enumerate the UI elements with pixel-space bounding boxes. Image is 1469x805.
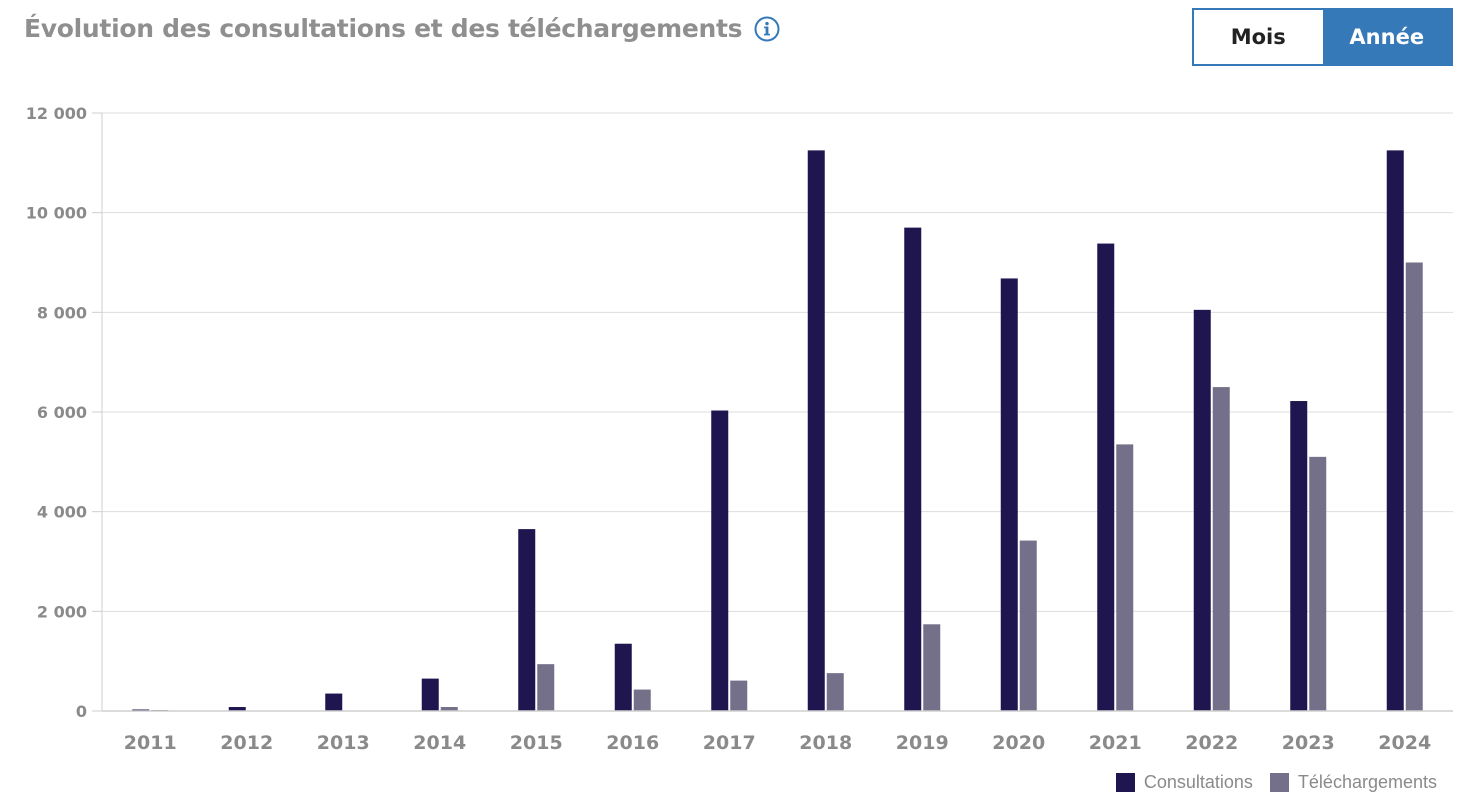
y-tick-label: 2 000 — [37, 602, 87, 621]
legend-swatch-consultations — [1115, 773, 1135, 792]
x-tick-label: 2018 — [799, 732, 852, 754]
grid-lines — [102, 112, 1453, 612]
bar-consultations-2024 — [1386, 150, 1404, 711]
bar-consultations-2015 — [518, 529, 536, 711]
y-tick-label: 4 000 — [37, 503, 87, 522]
x-tick-label: 2012 — [220, 732, 273, 754]
x-tick-label: 2023 — [1282, 732, 1335, 754]
x-tick-label: 2011 — [124, 732, 177, 754]
y-tick-label: 12 000 — [26, 104, 87, 123]
bar-telechargements-2014 — [440, 707, 458, 711]
month-button[interactable]: Mois — [1194, 10, 1323, 64]
x-tick-label: 2022 — [1185, 732, 1238, 754]
bar-consultations-2016 — [614, 643, 632, 711]
bar-telechargements-2023 — [1309, 456, 1327, 711]
year-button[interactable]: Année — [1322, 10, 1451, 64]
bar-consultations-2019 — [904, 227, 922, 711]
info-icon[interactable] — [754, 16, 780, 42]
bar-consultations-2020 — [1000, 278, 1018, 711]
y-tick-label: 8 000 — [37, 303, 87, 322]
bar-telechargements-2018 — [826, 673, 844, 711]
bar-consultations-2014 — [421, 678, 439, 711]
bar-consultations-2017 — [711, 410, 729, 711]
bar-telechargements-2017 — [730, 680, 748, 711]
bar-telechargements-2021 — [1116, 444, 1134, 711]
legend-item-telechargements[interactable]: Téléchargements — [1269, 772, 1437, 793]
x-tick-label: 2019 — [896, 732, 949, 754]
chart-header: Évolution des consultations et des téléc… — [24, 14, 780, 43]
x-tick-label: 2015 — [510, 732, 563, 754]
y-tick-label: 10 000 — [26, 204, 87, 223]
chart-title: Évolution des consultations et des téléc… — [24, 14, 743, 43]
period-toggle: Mois Année — [1192, 8, 1453, 66]
legend-label-consultations: Consultations — [1143, 772, 1253, 792]
bar-telechargements-2020 — [1019, 540, 1037, 711]
legend-item-consultations[interactable]: Consultations — [1115, 772, 1253, 793]
bar-telechargements-2022 — [1212, 387, 1230, 711]
legend-swatch-telechargements — [1269, 773, 1289, 792]
bar-consultations-2022 — [1193, 309, 1211, 711]
legend-label-telechargements: Téléchargements — [1297, 772, 1437, 792]
bar-consultations-2023 — [1290, 401, 1308, 711]
bar-telechargements-2019 — [923, 624, 941, 711]
axes: 0 2 000 4 000 6 000 8 000 10 000 12 000 2011 201… — [26, 104, 1453, 754]
bar-consultations-2012 — [228, 707, 246, 711]
x-tick-label: 2014 — [413, 732, 466, 754]
x-tick-label: 2013 — [317, 732, 370, 754]
bar-consultations-2013 — [325, 693, 343, 711]
bars — [132, 150, 1423, 711]
x-tick-label: 2020 — [992, 732, 1045, 754]
x-tick-label: 2021 — [1089, 732, 1142, 754]
bar-telechargements-2024 — [1405, 262, 1423, 711]
x-tick-label: 2017 — [703, 732, 756, 754]
bar-consultations-2021 — [1097, 243, 1115, 711]
x-tick-label: 2024 — [1378, 732, 1431, 754]
bar-telechargements-2015 — [537, 664, 555, 711]
y-tick-label: 0 — [76, 702, 87, 721]
bar-telechargements-2016 — [633, 689, 651, 711]
legend: Consultations Téléchargements — [1099, 772, 1437, 793]
y-tick-label: 6 000 — [37, 403, 87, 422]
x-tick-label: 2016 — [606, 732, 659, 754]
bar-consultations-2018 — [807, 150, 825, 711]
